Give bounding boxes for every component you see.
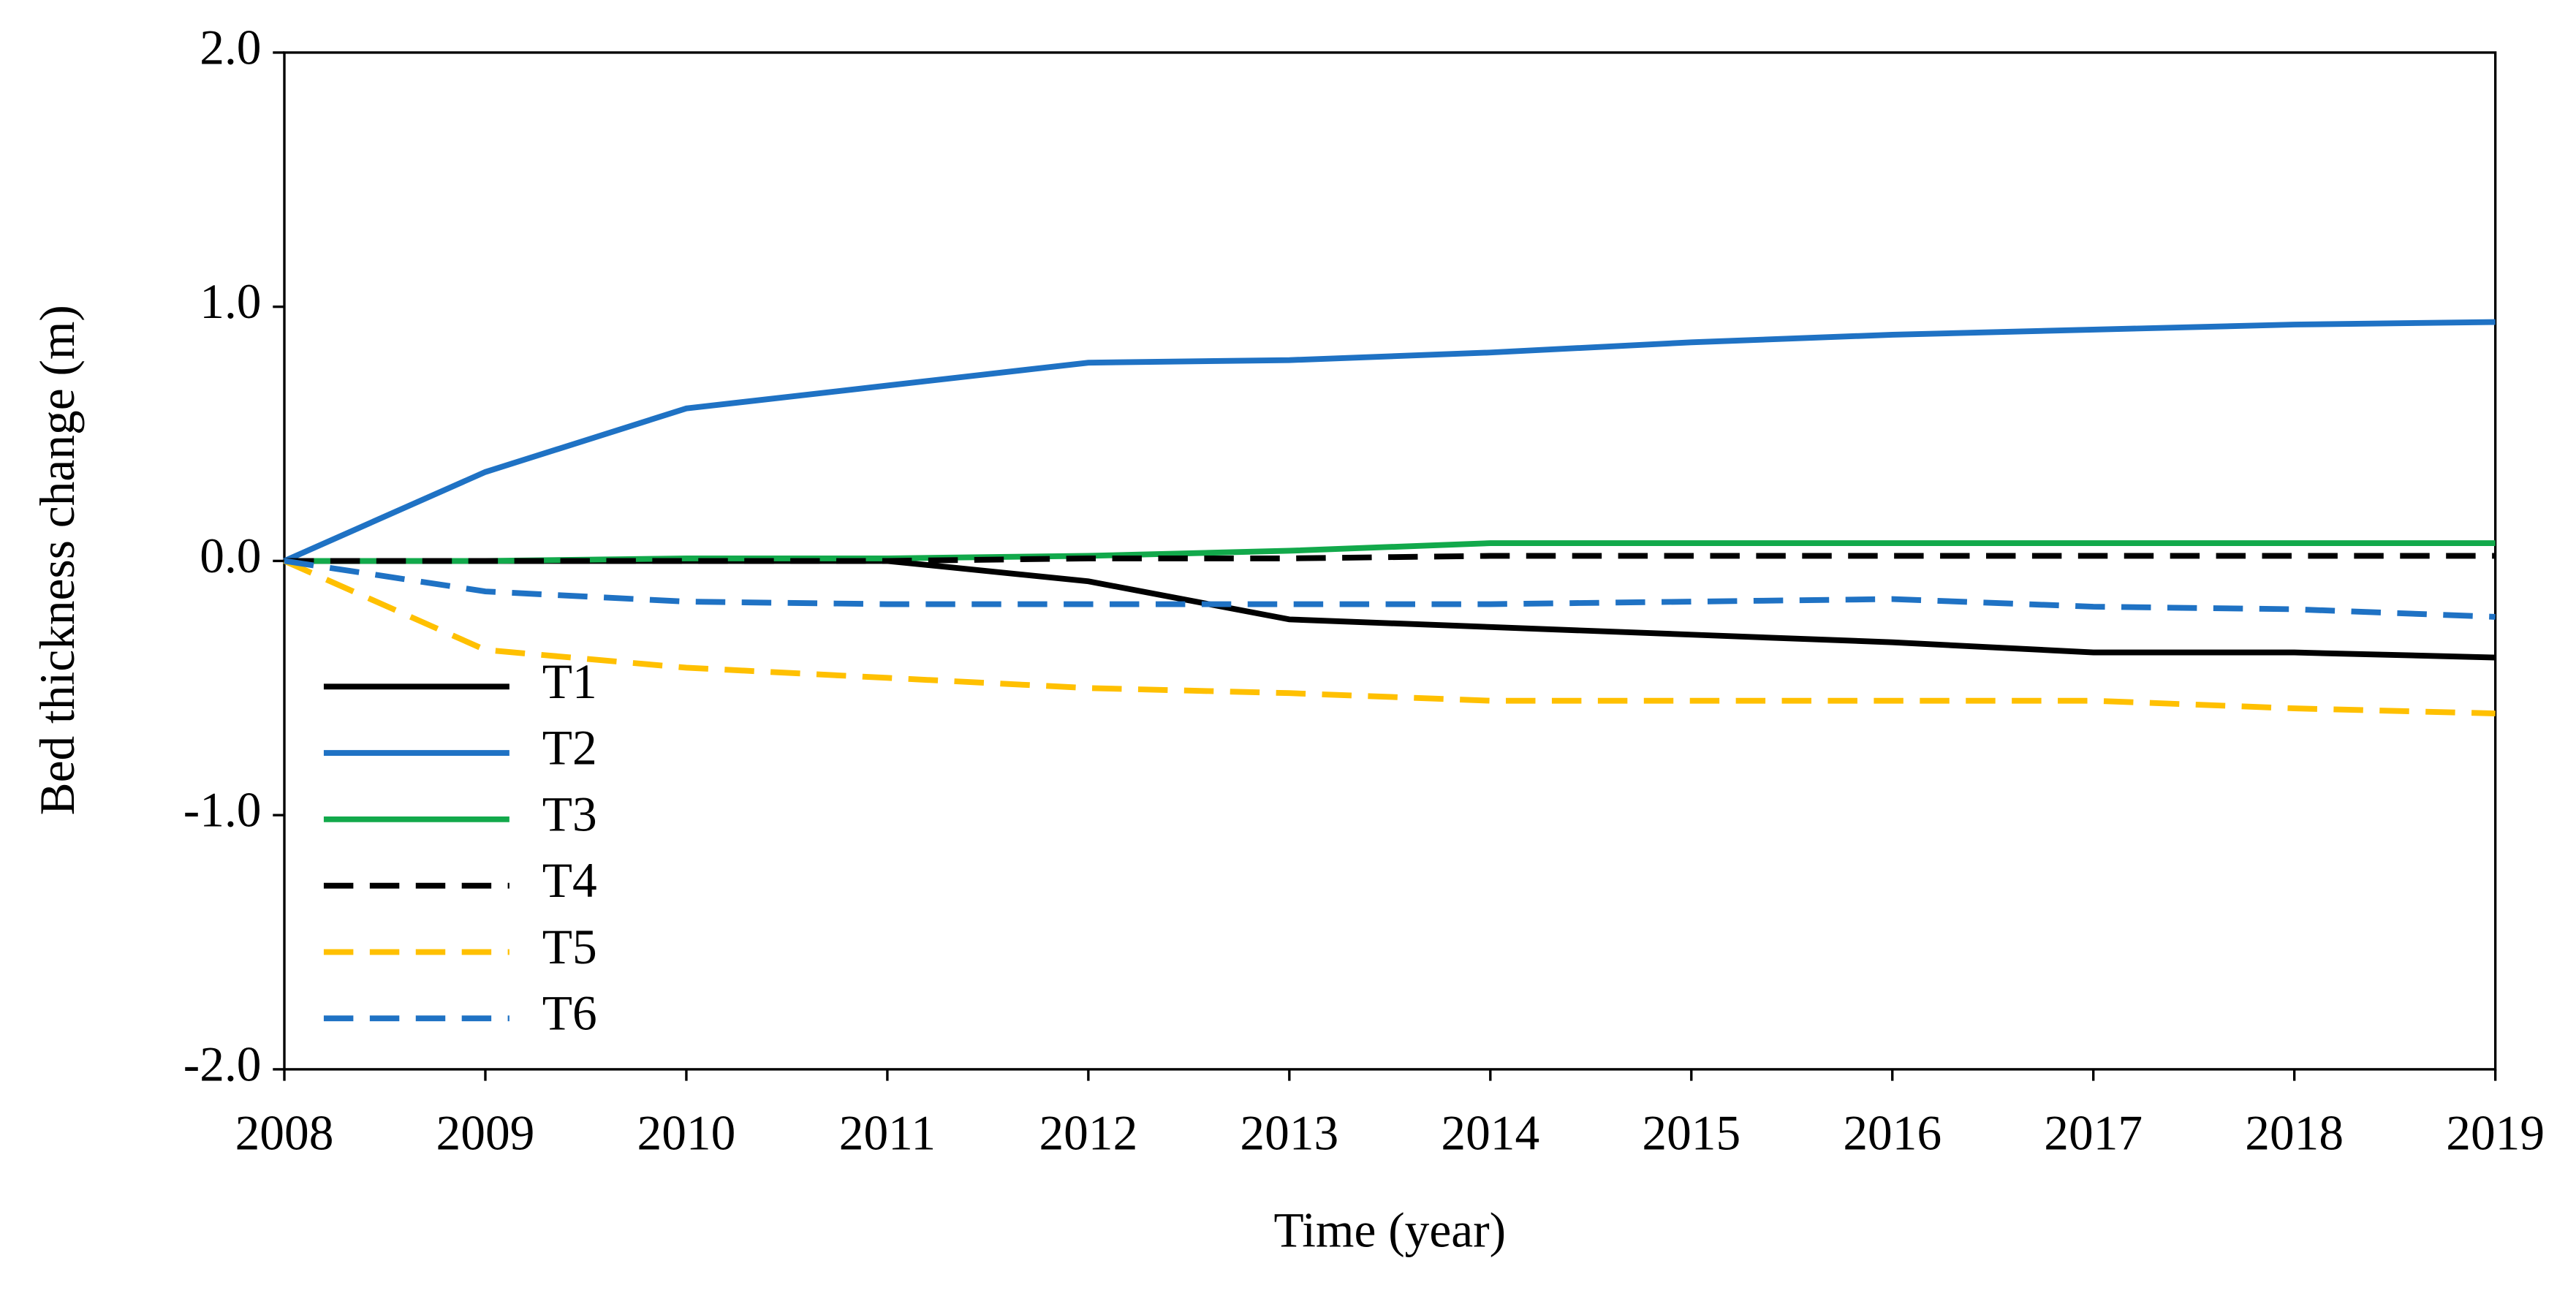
x-axis-label: Time (year) bbox=[1274, 1202, 1507, 1257]
series-line bbox=[284, 558, 2496, 620]
x-tick-label: 2009 bbox=[436, 1106, 535, 1161]
legend-label: T4 bbox=[542, 853, 597, 908]
x-tick-label: 2011 bbox=[839, 1106, 936, 1161]
y-tick-label: 0.0 bbox=[200, 528, 261, 583]
x-tick-label: 2008 bbox=[235, 1106, 334, 1161]
legend-label: T2 bbox=[542, 721, 597, 776]
y-tick-label: 2.0 bbox=[200, 20, 261, 75]
legend-label: T1 bbox=[542, 654, 597, 709]
y-tick-label: -2.0 bbox=[183, 1037, 262, 1091]
x-tick-label: 2014 bbox=[1441, 1106, 1539, 1161]
x-tick-label: 2016 bbox=[1843, 1106, 1942, 1161]
legend-label: T6 bbox=[542, 986, 597, 1041]
series-line bbox=[283, 319, 2496, 564]
y-tick-label: -1.0 bbox=[183, 783, 262, 838]
x-tick-label: 2017 bbox=[2044, 1106, 2143, 1161]
series-line bbox=[284, 558, 2496, 661]
x-tick-label: 2018 bbox=[2245, 1106, 2344, 1161]
legend-label: T3 bbox=[542, 787, 597, 841]
x-tick-label: 2012 bbox=[1039, 1106, 1137, 1161]
x-tick-label: 2010 bbox=[637, 1106, 736, 1161]
x-tick-label: 2013 bbox=[1240, 1106, 1338, 1161]
y-tick-label: 1.0 bbox=[200, 274, 261, 329]
x-tick-label: 2015 bbox=[1642, 1106, 1740, 1161]
series-line bbox=[284, 553, 2496, 564]
series-line bbox=[283, 558, 2496, 716]
legend-label: T5 bbox=[542, 920, 597, 974]
y-axis-label: Bed thickness change (m) bbox=[30, 305, 85, 815]
x-tick-label: 2019 bbox=[2446, 1106, 2545, 1161]
